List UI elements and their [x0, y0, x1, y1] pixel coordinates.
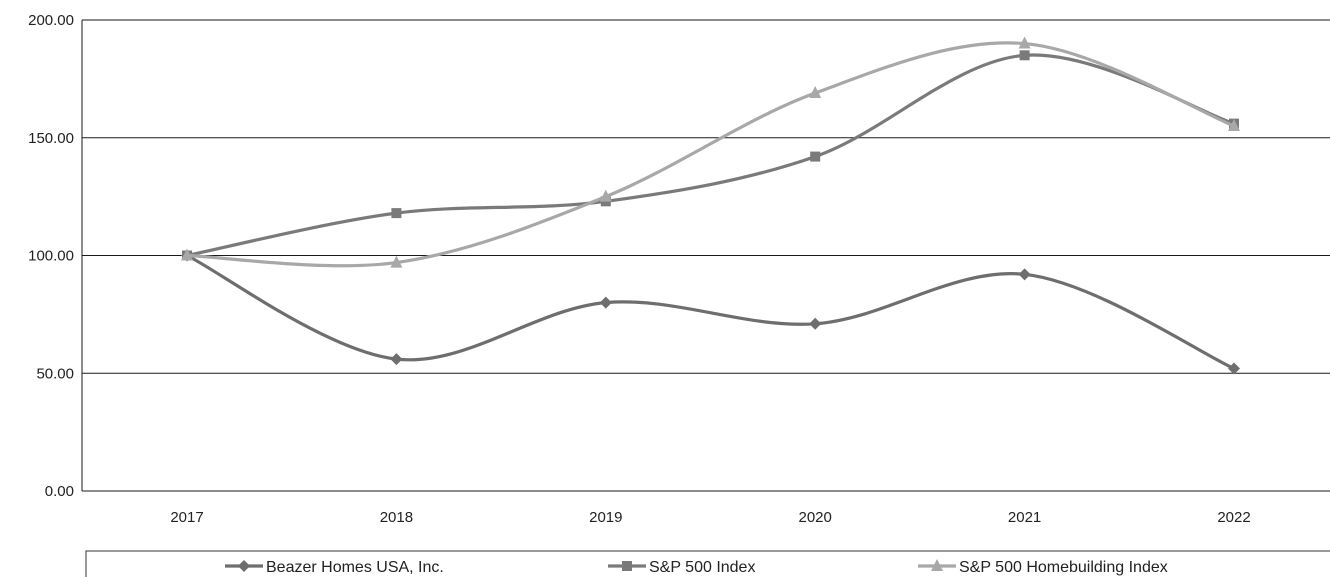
legend-item: Beazer Homes USA, Inc.: [225, 559, 444, 576]
y-tick-label: 0.00: [45, 483, 74, 500]
series-triangle: [181, 36, 1240, 268]
data-point-diamond: [809, 317, 822, 330]
legend-label: S&P 500 Index: [649, 559, 755, 576]
x-tick-label: 2022: [1217, 509, 1250, 526]
data-point-diamond: [390, 353, 403, 366]
y-tick-label: 200.00: [28, 12, 74, 29]
legend-swatch-marker: [238, 560, 250, 572]
series-lines: [181, 36, 1240, 375]
gridlines: [82, 19, 1330, 374]
data-point-diamond: [1018, 268, 1031, 281]
data-point-triangle: [181, 248, 193, 261]
legend: Beazer Homes USA, Inc. S&P 500 Index S&P 5…: [85, 550, 1330, 577]
series-line: [185, 41, 1236, 268]
data-point-triangle: [599, 189, 612, 202]
data-point-triangle: [1018, 36, 1031, 49]
x-tick-label: 2021: [1008, 509, 1041, 526]
x-axis-tick-labels: 2017 2018 2019 2020 2021 2022: [170, 509, 1250, 526]
legend-label: S&P 500 Homebuilding Index: [959, 559, 1168, 576]
x-tick-label: 2020: [799, 509, 832, 526]
data-point-triangle: [390, 255, 403, 268]
legend-box: [85, 550, 1330, 577]
data-point-triangle: [809, 86, 822, 99]
x-tick-label: 2018: [380, 509, 413, 526]
x-tick-label: 2019: [589, 509, 622, 526]
legend-label: Beazer Homes USA, Inc.: [266, 559, 444, 576]
series-square: [182, 50, 1239, 261]
legend-swatch-marker: [931, 559, 943, 571]
y-tick-label: 50.00: [36, 365, 74, 382]
data-point-square: [391, 208, 402, 219]
series-diamond: [181, 249, 1240, 375]
data-point-square: [810, 151, 821, 162]
y-tick-label: 150.00: [28, 130, 74, 147]
data-point-diamond: [599, 296, 612, 309]
data-point-triangle: [1228, 118, 1240, 131]
axes: [81, 20, 1330, 492]
legend-item: S&P 500 Index: [608, 559, 755, 576]
y-tick-label: 100.00: [28, 248, 74, 265]
legend-swatch-marker: [622, 561, 632, 571]
x-tick-label: 2017: [170, 509, 203, 526]
y-axis-tick-labels: 0.00 50.00 100.00 150.00 200.00: [28, 12, 74, 500]
series-line: [185, 53, 1236, 258]
data-point-diamond: [1228, 362, 1240, 375]
legend-item: S&P 500 Homebuilding Index: [918, 559, 1168, 576]
data-point-square: [1019, 50, 1030, 61]
series-line: [185, 253, 1236, 371]
